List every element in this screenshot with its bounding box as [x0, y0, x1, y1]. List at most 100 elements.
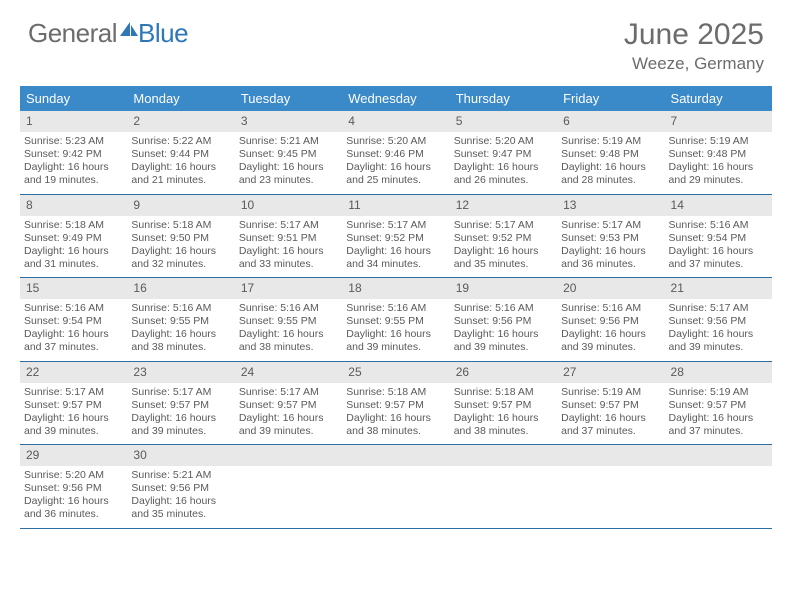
daylight-text: Daylight: 16 hours and 38 minutes.: [239, 328, 338, 354]
day-number: 16: [127, 278, 234, 299]
weekday-header-row: SundayMondayTuesdayWednesdayThursdayFrid…: [20, 86, 772, 111]
sunrise-text: Sunrise: 5:21 AM: [131, 469, 230, 482]
sunset-text: Sunset: 9:56 PM: [561, 315, 660, 328]
sunrise-text: Sunrise: 5:18 AM: [454, 386, 553, 399]
day-number: 21: [665, 278, 772, 299]
day-number: [665, 445, 772, 466]
daylight-text: Daylight: 16 hours and 36 minutes.: [24, 495, 123, 521]
sunset-text: Sunset: 9:51 PM: [239, 232, 338, 245]
day-number: 2: [127, 111, 234, 132]
daylight-text: Daylight: 16 hours and 38 minutes.: [131, 328, 230, 354]
day-cell: 30Sunrise: 5:21 AMSunset: 9:56 PMDayligh…: [127, 445, 234, 528]
sunrise-text: Sunrise: 5:17 AM: [131, 386, 230, 399]
daylight-text: Daylight: 16 hours and 37 minutes.: [669, 412, 768, 438]
weekday-header: Thursday: [450, 86, 557, 111]
page-title: June 2025: [624, 18, 764, 52]
day-cell: 11Sunrise: 5:17 AMSunset: 9:52 PMDayligh…: [342, 195, 449, 278]
weekday-header: Friday: [557, 86, 664, 111]
day-cell: 2Sunrise: 5:22 AMSunset: 9:44 PMDaylight…: [127, 111, 234, 194]
day-cell: 5Sunrise: 5:20 AMSunset: 9:47 PMDaylight…: [450, 111, 557, 194]
week-row: 8Sunrise: 5:18 AMSunset: 9:49 PMDaylight…: [20, 195, 772, 279]
day-number: [450, 445, 557, 466]
daylight-text: Daylight: 16 hours and 31 minutes.: [24, 245, 123, 271]
empty-cell: [450, 445, 557, 528]
sunrise-text: Sunrise: 5:19 AM: [669, 386, 768, 399]
daylight-text: Daylight: 16 hours and 33 minutes.: [239, 245, 338, 271]
sunset-text: Sunset: 9:56 PM: [131, 482, 230, 495]
sunset-text: Sunset: 9:54 PM: [24, 315, 123, 328]
day-cell: 23Sunrise: 5:17 AMSunset: 9:57 PMDayligh…: [127, 362, 234, 445]
logo-text-blue: Blue: [138, 18, 188, 49]
day-cell: 4Sunrise: 5:20 AMSunset: 9:46 PMDaylight…: [342, 111, 449, 194]
day-number: 22: [20, 362, 127, 383]
sunset-text: Sunset: 9:44 PM: [131, 148, 230, 161]
day-number: 25: [342, 362, 449, 383]
day-number: 15: [20, 278, 127, 299]
sunset-text: Sunset: 9:55 PM: [239, 315, 338, 328]
day-number: 9: [127, 195, 234, 216]
sunset-text: Sunset: 9:46 PM: [346, 148, 445, 161]
sunrise-text: Sunrise: 5:16 AM: [454, 302, 553, 315]
daylight-text: Daylight: 16 hours and 37 minutes.: [561, 412, 660, 438]
sunset-text: Sunset: 9:45 PM: [239, 148, 338, 161]
daylight-text: Daylight: 16 hours and 37 minutes.: [24, 328, 123, 354]
daylight-text: Daylight: 16 hours and 29 minutes.: [669, 161, 768, 187]
daylight-text: Daylight: 16 hours and 37 minutes.: [669, 245, 768, 271]
daylight-text: Daylight: 16 hours and 25 minutes.: [346, 161, 445, 187]
location-text: Weeze, Germany: [624, 54, 764, 74]
logo-text-general: General: [28, 18, 117, 49]
sunrise-text: Sunrise: 5:16 AM: [239, 302, 338, 315]
daylight-text: Daylight: 16 hours and 23 minutes.: [239, 161, 338, 187]
sunset-text: Sunset: 9:55 PM: [131, 315, 230, 328]
day-cell: 13Sunrise: 5:17 AMSunset: 9:53 PMDayligh…: [557, 195, 664, 278]
week-row: 29Sunrise: 5:20 AMSunset: 9:56 PMDayligh…: [20, 445, 772, 529]
sunset-text: Sunset: 9:54 PM: [669, 232, 768, 245]
weekday-header: Saturday: [665, 86, 772, 111]
daylight-text: Daylight: 16 hours and 39 minutes.: [346, 328, 445, 354]
week-row: 15Sunrise: 5:16 AMSunset: 9:54 PMDayligh…: [20, 278, 772, 362]
daylight-text: Daylight: 16 hours and 39 minutes.: [669, 328, 768, 354]
empty-cell: [342, 445, 449, 528]
sunrise-text: Sunrise: 5:16 AM: [561, 302, 660, 315]
day-cell: 9Sunrise: 5:18 AMSunset: 9:50 PMDaylight…: [127, 195, 234, 278]
sunset-text: Sunset: 9:48 PM: [561, 148, 660, 161]
day-cell: 8Sunrise: 5:18 AMSunset: 9:49 PMDaylight…: [20, 195, 127, 278]
sunset-text: Sunset: 9:57 PM: [24, 399, 123, 412]
daylight-text: Daylight: 16 hours and 39 minutes.: [24, 412, 123, 438]
day-cell: 25Sunrise: 5:18 AMSunset: 9:57 PMDayligh…: [342, 362, 449, 445]
daylight-text: Daylight: 16 hours and 39 minutes.: [131, 412, 230, 438]
sunrise-text: Sunrise: 5:21 AM: [239, 135, 338, 148]
sunrise-text: Sunrise: 5:17 AM: [669, 302, 768, 315]
day-cell: 15Sunrise: 5:16 AMSunset: 9:54 PMDayligh…: [20, 278, 127, 361]
header: General Blue June 2025 Weeze, Germany: [0, 0, 792, 80]
daylight-text: Daylight: 16 hours and 39 minutes.: [454, 328, 553, 354]
sail-icon: [120, 22, 138, 36]
sunrise-text: Sunrise: 5:22 AM: [131, 135, 230, 148]
day-cell: 3Sunrise: 5:21 AMSunset: 9:45 PMDaylight…: [235, 111, 342, 194]
daylight-text: Daylight: 16 hours and 36 minutes.: [561, 245, 660, 271]
sunrise-text: Sunrise: 5:19 AM: [561, 135, 660, 148]
sunset-text: Sunset: 9:56 PM: [454, 315, 553, 328]
day-number: 14: [665, 195, 772, 216]
day-number: 1: [20, 111, 127, 132]
sunset-text: Sunset: 9:53 PM: [561, 232, 660, 245]
day-number: 17: [235, 278, 342, 299]
sunset-text: Sunset: 9:52 PM: [454, 232, 553, 245]
daylight-text: Daylight: 16 hours and 38 minutes.: [346, 412, 445, 438]
sunrise-text: Sunrise: 5:18 AM: [24, 219, 123, 232]
weekday-header: Sunday: [20, 86, 127, 111]
sunrise-text: Sunrise: 5:18 AM: [131, 219, 230, 232]
day-cell: 19Sunrise: 5:16 AMSunset: 9:56 PMDayligh…: [450, 278, 557, 361]
day-number: 20: [557, 278, 664, 299]
daylight-text: Daylight: 16 hours and 34 minutes.: [346, 245, 445, 271]
empty-cell: [235, 445, 342, 528]
day-number: [235, 445, 342, 466]
title-block: June 2025 Weeze, Germany: [624, 18, 764, 74]
daylight-text: Daylight: 16 hours and 39 minutes.: [239, 412, 338, 438]
day-number: 6: [557, 111, 664, 132]
sunrise-text: Sunrise: 5:16 AM: [131, 302, 230, 315]
day-cell: 20Sunrise: 5:16 AMSunset: 9:56 PMDayligh…: [557, 278, 664, 361]
weekday-header: Monday: [127, 86, 234, 111]
week-row: 22Sunrise: 5:17 AMSunset: 9:57 PMDayligh…: [20, 362, 772, 446]
daylight-text: Daylight: 16 hours and 26 minutes.: [454, 161, 553, 187]
